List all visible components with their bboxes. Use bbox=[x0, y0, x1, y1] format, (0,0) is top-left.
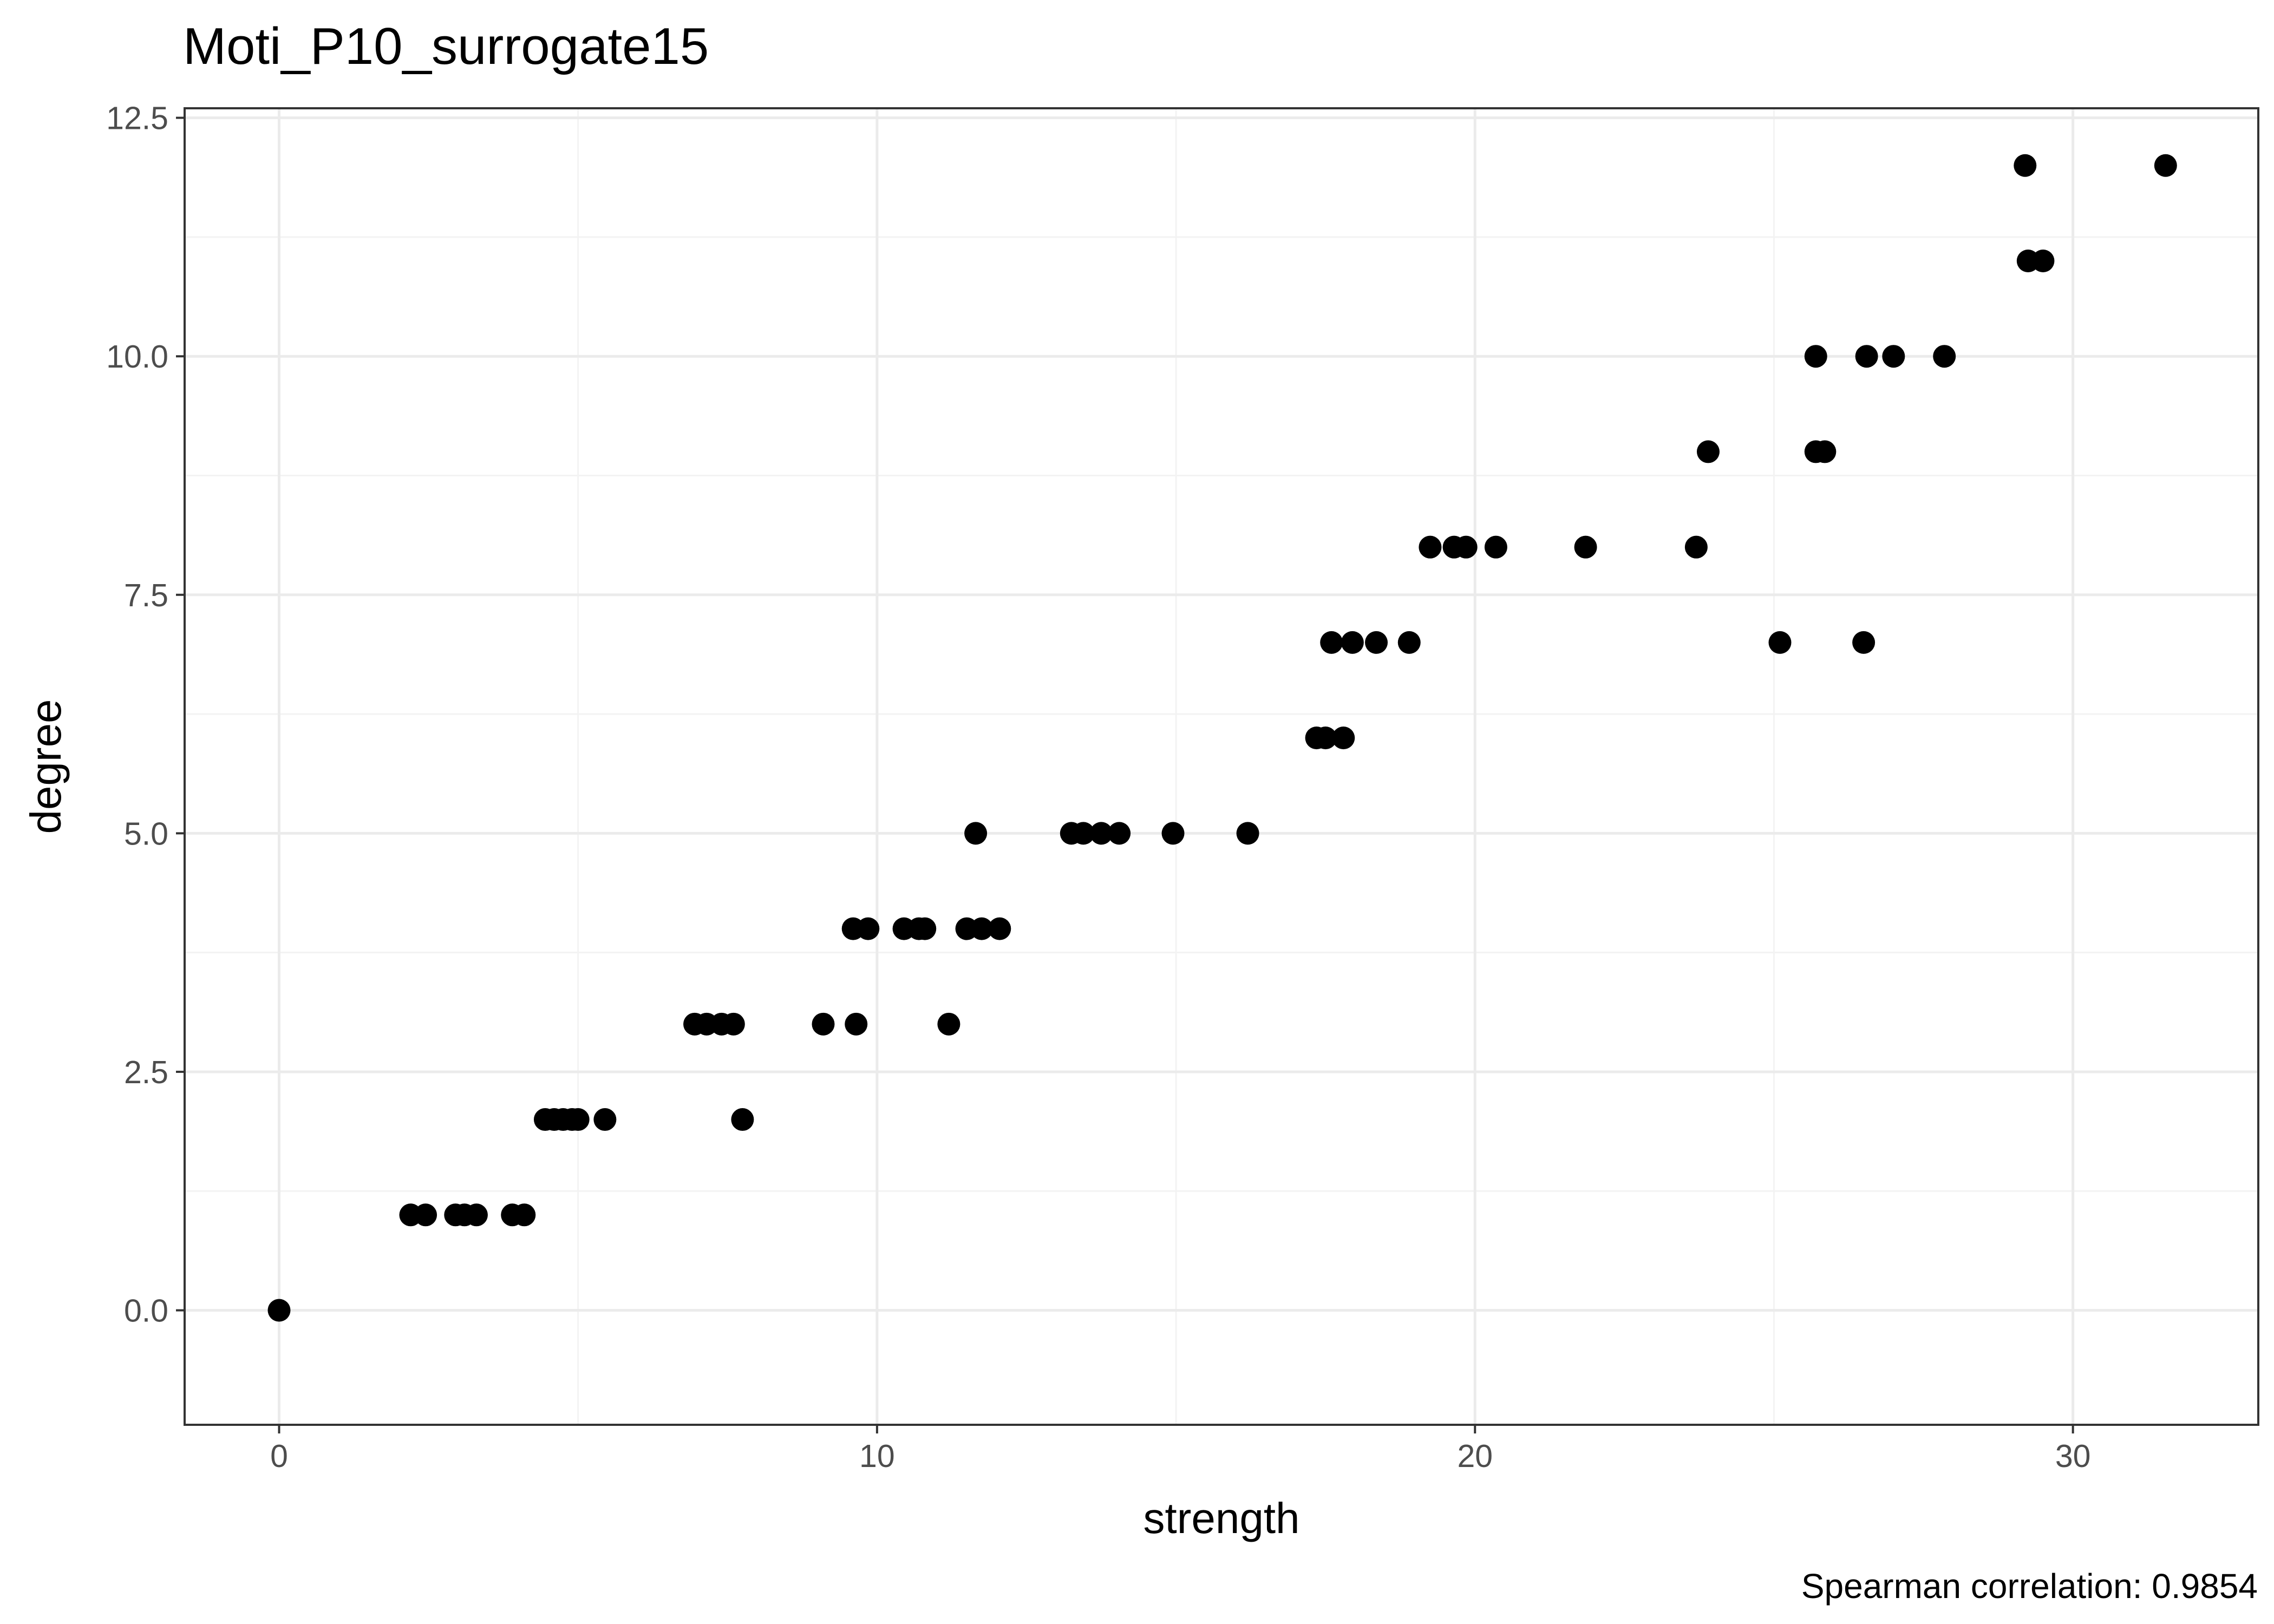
data-point bbox=[1332, 726, 1355, 750]
data-point bbox=[913, 917, 937, 940]
data-point bbox=[1852, 631, 1876, 654]
data-point bbox=[1071, 822, 1095, 845]
plot-panel-border bbox=[184, 107, 2259, 1426]
y-axis-title: degree bbox=[22, 699, 70, 834]
data-point bbox=[593, 1108, 617, 1131]
data-point bbox=[1419, 535, 1442, 559]
chart-title: Moti_P10_surrogate15 bbox=[183, 17, 709, 75]
y-tick-label: 5.0 bbox=[124, 816, 168, 852]
data-points bbox=[267, 154, 2177, 1322]
data-point bbox=[1365, 631, 1388, 654]
data-point bbox=[1320, 631, 1343, 654]
y-tick-label: 10.0 bbox=[106, 339, 168, 375]
data-point bbox=[513, 1203, 536, 1227]
data-point bbox=[857, 917, 880, 940]
data-point bbox=[1882, 345, 1905, 368]
data-point bbox=[970, 917, 994, 940]
data-point bbox=[2031, 249, 2055, 272]
data-point bbox=[1768, 631, 1792, 654]
data-point bbox=[1236, 822, 1259, 845]
data-point bbox=[845, 1012, 868, 1036]
x-tick-label: 10 bbox=[859, 1438, 895, 1474]
spearman-caption: Spearman correlation: 0.9854 bbox=[1801, 1567, 2258, 1606]
x-axis-title: strength bbox=[1143, 1494, 1299, 1542]
data-point bbox=[964, 822, 988, 845]
data-point bbox=[414, 1203, 437, 1227]
y-tick-label: 7.5 bbox=[124, 578, 168, 613]
data-point bbox=[1161, 822, 1185, 845]
grid-lines bbox=[185, 108, 2258, 1425]
data-point bbox=[1574, 535, 1597, 559]
data-point bbox=[1314, 726, 1337, 750]
data-point bbox=[1341, 631, 1364, 654]
data-point bbox=[731, 1108, 754, 1131]
data-point bbox=[465, 1203, 488, 1227]
x-tick-label: 20 bbox=[1457, 1438, 1493, 1474]
data-point bbox=[937, 1012, 960, 1036]
y-tick-label: 2.5 bbox=[124, 1055, 168, 1090]
data-point bbox=[1813, 440, 1837, 463]
data-point bbox=[2154, 154, 2177, 177]
y-tick-label: 0.0 bbox=[124, 1293, 168, 1329]
data-point bbox=[566, 1108, 590, 1131]
data-point bbox=[988, 917, 1011, 940]
data-point bbox=[722, 1012, 745, 1036]
x-tick-label: 0 bbox=[270, 1438, 288, 1474]
data-point bbox=[2014, 154, 2037, 177]
data-point bbox=[1804, 345, 1827, 368]
data-point bbox=[267, 1299, 291, 1322]
data-point bbox=[1933, 345, 1956, 368]
data-point bbox=[1108, 822, 1131, 845]
data-point bbox=[1484, 535, 1507, 559]
data-point bbox=[1090, 822, 1113, 845]
data-point bbox=[1454, 535, 1478, 559]
data-point bbox=[1855, 345, 1878, 368]
data-point bbox=[1397, 631, 1421, 654]
data-point bbox=[1684, 535, 1708, 559]
y-tick-label: 12.5 bbox=[106, 101, 168, 136]
data-point bbox=[812, 1012, 835, 1036]
data-point bbox=[1696, 440, 1720, 463]
axes: 0 10 20 30 0.0 2.5 5.0 7.5 10.0 12.5 bbox=[106, 101, 2090, 1474]
x-tick-label: 30 bbox=[2055, 1438, 2091, 1474]
